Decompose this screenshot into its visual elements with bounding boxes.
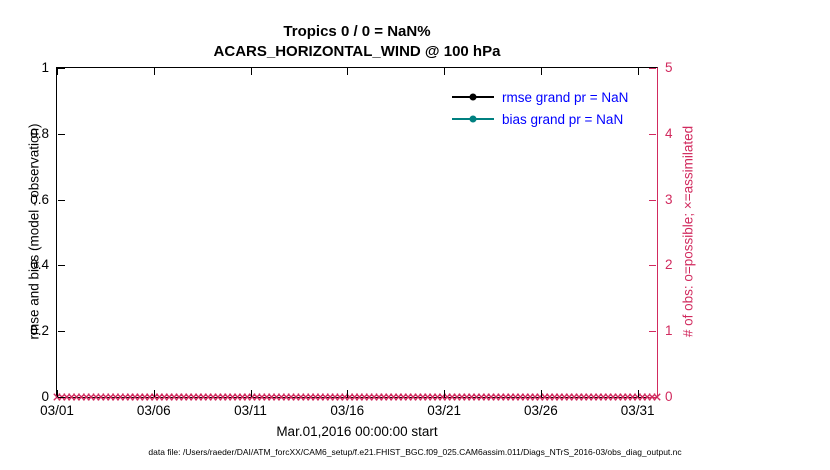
plot-area: [56, 67, 658, 398]
x-tick-label: 03/01: [40, 403, 74, 418]
x-tick-label: 03/16: [330, 403, 365, 418]
legend-item-rmse-label: rmse grand pr = NaN: [502, 89, 629, 105]
y-right-tick-label: 0: [665, 389, 673, 404]
y-right-tick-label: 4: [665, 125, 673, 141]
x-tick-label: 03/26: [523, 403, 558, 418]
bias-line-swatch: [452, 115, 494, 123]
x-tick-mark-top: [540, 68, 542, 75]
y-left-tick-label: 0.6: [30, 191, 49, 207]
y-left-tick-label: 0.4: [30, 257, 49, 273]
x-tick-mark-top: [347, 68, 349, 75]
x-axis-label: Mar.01,2016 00:00:00 start: [276, 424, 438, 439]
y-left-tick-label: 1: [41, 60, 49, 75]
legend-item-bias-label: bias grand pr = NaN: [502, 111, 624, 127]
y-left-tick-mark: [58, 199, 65, 201]
x-tick-mark: [637, 390, 639, 397]
x-tick-mark: [444, 390, 446, 397]
y-left-tick-mark: [58, 133, 65, 135]
x-tick-label: 03/06: [136, 403, 171, 418]
y-left-tick-label: 0.2: [30, 323, 49, 339]
x-tick-mark-top: [444, 68, 446, 75]
y-right-tick-mark: [649, 133, 656, 135]
rmse-line-swatch: [452, 93, 494, 101]
x-tick-mark: [347, 390, 349, 397]
y-right-tick-label: 1: [665, 323, 673, 339]
rmse-dot-marker: [469, 93, 477, 101]
legend-item-rmse: rmse grand pr = NaN: [452, 86, 628, 108]
y-left-tick-mark: [58, 68, 65, 69]
legend-item-bias: bias grand pr = NaN: [452, 108, 628, 130]
x-tick-label: 03/21: [427, 403, 461, 418]
y-left-tick-label: 0: [41, 389, 49, 404]
plot-title-line2: ACARS_HORIZONTAL_WIND @ 100 hPa: [213, 43, 501, 60]
plot-title-line1: Tropics 0 / 0 = NaN%: [283, 23, 431, 40]
x-tick-mark-top: [637, 68, 639, 75]
x-tick-mark-top: [153, 68, 155, 75]
bias-dot-marker: [469, 115, 477, 123]
plot-title: Tropics 0 / 0 = NaN% ACARS_HORIZONTAL_WI…: [57, 22, 657, 62]
y-right-tick-label: 5: [665, 60, 673, 75]
x-tick-label: 03/31: [620, 403, 655, 418]
y-left-tick-mark: [58, 331, 65, 333]
y-left-tick-label: 0.8: [30, 125, 49, 141]
y-right-tick-mark: [649, 199, 656, 201]
legend: rmse grand pr = NaN bias grand pr = NaN: [452, 86, 628, 130]
y-right-tick-mark: [649, 331, 656, 333]
y-left-tick-mark: [58, 397, 65, 398]
y-right-tick-mark: [649, 397, 656, 398]
x-tick-mark: [250, 390, 252, 397]
y-right-tick-mark: [649, 68, 656, 69]
y-left-tick-mark: [58, 265, 65, 267]
y-right-tick-label: 2: [665, 257, 673, 273]
data-file-caption: data file: /Users/raeder/DAI/ATM_forcXX/…: [148, 447, 682, 457]
assimilated-x-markers: [53, 393, 661, 401]
y-right-tick-mark: [649, 265, 656, 267]
assimilated-markers-row: [53, 393, 661, 401]
y-right-tick-label: 3: [665, 191, 673, 207]
x-tick-mark: [540, 390, 542, 397]
x-tick-mark-top: [57, 68, 58, 75]
x-tick-mark: [153, 390, 155, 397]
x-tick-mark: [57, 390, 58, 397]
x-tick-label: 03/11: [234, 403, 267, 418]
x-tick-mark-top: [250, 68, 252, 75]
